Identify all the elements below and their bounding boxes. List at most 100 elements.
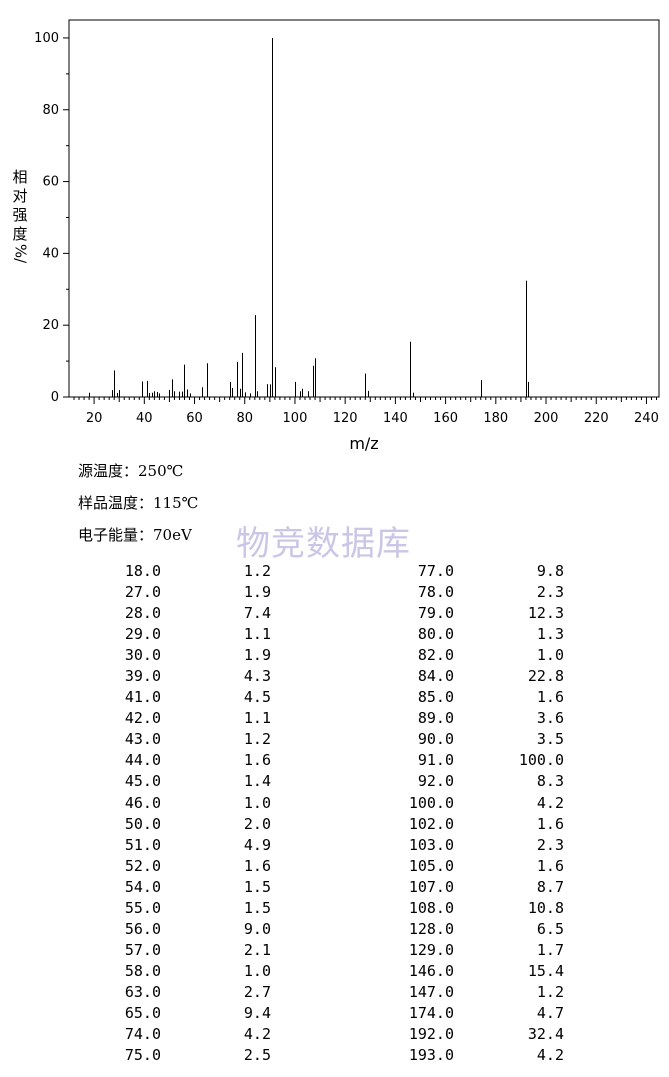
peak-intensity: 2.7 — [243, 982, 271, 1001]
peak-intensity: 2.1 — [243, 940, 271, 959]
peak-intensity: 8.7 — [536, 877, 564, 896]
peak-intensity: 4.3 — [243, 667, 271, 686]
peak-mz: 51.0 — [124, 835, 161, 854]
x-ticks: 20 40 60 80 100 120 140 160 180 200 220 240 — [73, 397, 659, 426]
y-tick-label: 80 — [42, 103, 59, 118]
peak-mz: 192.0 — [408, 1025, 454, 1044]
peak-intensity: 4.5 — [243, 688, 271, 707]
peak-mz: 28.0 — [124, 604, 161, 623]
peak-mz: 91.0 — [417, 751, 454, 770]
peak-row: 28.0 7.4 79.0 12.3 — [0, 604, 669, 625]
peak-intensity: 2.3 — [536, 835, 564, 854]
peak-intensity: 1.6 — [536, 856, 564, 875]
peak-row: 63.0 2.7 147.0 1.2 — [0, 983, 669, 1004]
peak-row: 39.0 4.3 84.0 22.8 — [0, 667, 669, 688]
peak-mz: 129.0 — [408, 940, 454, 959]
peak-mz: 52.0 — [124, 856, 161, 875]
peak-row: 52.0 1.6 105.0 1.6 — [0, 857, 669, 878]
peak-mz: 57.0 — [124, 940, 161, 959]
peak-intensity: 32.4 — [527, 1025, 564, 1044]
peak-intensity: 9.4 — [243, 1003, 271, 1022]
peak-mz: 79.0 — [417, 604, 454, 623]
peak-mz: 43.0 — [124, 730, 161, 749]
peak-row: 44.0 1.6 91.0 100.0 — [0, 751, 669, 772]
peak-row: 74.0 4.2 192.0 32.4 — [0, 1025, 669, 1046]
peak-intensity: 1.5 — [243, 898, 271, 917]
peak-mz: 74.0 — [124, 1025, 161, 1044]
peak-row: 45.0 1.4 92.0 8.3 — [0, 772, 669, 793]
peak-mz: 18.0 — [124, 562, 161, 580]
watermark: 物竞数据库 — [236, 524, 411, 564]
peak-row: 56.0 9.0 128.0 6.5 — [0, 920, 669, 941]
x-tick-label: 100 — [283, 411, 308, 426]
peak-intensity: 2.3 — [536, 583, 564, 602]
peak-mz: 174.0 — [408, 1003, 454, 1022]
y-tick-label: 40 — [42, 246, 59, 261]
peak-intensity: 1.2 — [243, 562, 271, 580]
y-axis-label-char: 强 — [12, 206, 28, 224]
peak-row: 46.0 1.0 100.0 4.2 — [0, 794, 669, 815]
peak-row: 58.0 1.0 146.0 15.4 — [0, 962, 669, 983]
x-tick-label: 60 — [186, 411, 203, 426]
peak-mz: 105.0 — [408, 856, 454, 875]
peak-mz: 108.0 — [408, 898, 454, 917]
peak-intensity: 1.4 — [243, 772, 271, 791]
peak-intensity: 4.2 — [536, 793, 564, 812]
sample-temperature: 样品温度：115℃ — [78, 494, 199, 512]
x-tick-label: 40 — [136, 411, 153, 426]
peak-mz: 27.0 — [124, 583, 161, 602]
peak-mz: 63.0 — [124, 982, 161, 1001]
peak-row: 27.0 1.9 78.0 2.3 — [0, 583, 669, 604]
peak-intensity: 1.1 — [243, 625, 271, 644]
peak-intensity: 2.5 — [243, 1046, 271, 1065]
y-axis-unit: %/ — [11, 243, 30, 264]
y-axis-label-char: 对 — [12, 187, 28, 205]
peak-intensity: 2.0 — [243, 814, 271, 833]
x-tick-label: 80 — [236, 411, 253, 426]
peak-intensity: 12.3 — [527, 604, 564, 623]
peak-intensity: 1.0 — [536, 646, 564, 665]
peak-row: 65.0 9.4 174.0 4.7 — [0, 1004, 669, 1025]
peak-row: 51.0 4.9 103.0 2.3 — [0, 836, 669, 857]
peak-intensity: 1.2 — [536, 982, 564, 1001]
peak-intensity: 1.1 — [243, 709, 271, 728]
peak-mz: 46.0 — [124, 793, 161, 812]
peak-row: 29.0 1.1 80.0 1.3 — [0, 625, 669, 646]
peak-intensity: 7.4 — [243, 604, 271, 623]
x-axis-label: m/z — [349, 434, 378, 453]
x-tick-label: 140 — [383, 411, 408, 426]
peak-mz: 75.0 — [124, 1046, 161, 1065]
spectrum-bars — [89, 37, 529, 397]
peak-mz: 29.0 — [124, 625, 161, 644]
peak-intensity: 1.9 — [243, 583, 271, 602]
peak-intensity: 6.5 — [536, 919, 564, 938]
x-tick-label: 180 — [483, 411, 508, 426]
peak-row: 30.0 1.9 82.0 1.0 — [0, 646, 669, 667]
electron-energy: 电子能量：70eV — [78, 526, 192, 544]
peak-intensity: 100.0 — [518, 751, 564, 770]
peak-intensity: 3.6 — [536, 709, 564, 728]
peak-intensity: 1.6 — [243, 856, 271, 875]
y-tick-label: 20 — [42, 318, 59, 333]
x-tick-label: 220 — [584, 411, 609, 426]
peak-intensity: 1.5 — [243, 877, 271, 896]
peak-intensity: 3.5 — [536, 730, 564, 749]
y-tick-label: 100 — [34, 31, 59, 46]
peak-mz: 146.0 — [408, 961, 454, 980]
peak-mz: 147.0 — [408, 982, 454, 1001]
peak-intensity: 1.0 — [243, 793, 271, 812]
peak-mz: 39.0 — [124, 667, 161, 686]
peak-mz: 128.0 — [408, 919, 454, 938]
x-tick-label: 20 — [86, 411, 103, 426]
peak-intensity: 1.6 — [536, 814, 564, 833]
peak-mz: 107.0 — [408, 877, 454, 896]
peak-mz: 50.0 — [124, 814, 161, 833]
peak-intensity: 9.0 — [243, 919, 271, 938]
peak-mz: 44.0 — [124, 751, 161, 770]
peak-intensity: 4.9 — [243, 835, 271, 854]
peak-mz: 55.0 — [124, 898, 161, 917]
peak-mz: 89.0 — [417, 709, 454, 728]
source-temperature: 源温度：250℃ — [78, 462, 184, 480]
peak-mz: 103.0 — [408, 835, 454, 854]
peak-row: 43.0 1.2 90.0 3.5 — [0, 730, 669, 751]
